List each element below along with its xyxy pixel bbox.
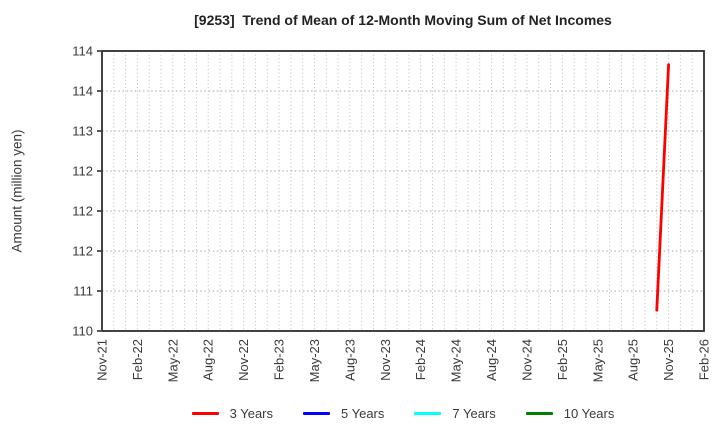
x-tick-label: May-24	[449, 339, 464, 382]
y-tick-label: 113	[72, 124, 93, 139]
x-tick-label: May-25	[590, 339, 605, 382]
x-tick-label: Feb-23	[272, 339, 287, 380]
legend-line-sample-icon	[191, 411, 219, 415]
x-tick-label: Feb-25	[555, 339, 570, 380]
y-tick-label: 112	[72, 244, 93, 259]
y-tick-label: 110	[72, 324, 93, 339]
chart-title: [9253] Trend of Mean of 12-Month Moving …	[194, 12, 612, 28]
x-tick-label: Nov-22	[236, 339, 251, 381]
plot-border	[101, 50, 705, 332]
x-tick-label: Feb-22	[130, 339, 145, 380]
y-tick-label: 111	[73, 284, 93, 299]
x-tick-label: Nov-24	[519, 339, 534, 381]
series-line-3-years	[655, 63, 670, 312]
legend-line-sample-icon	[525, 411, 553, 415]
x-tick-label: Aug-25	[626, 339, 641, 381]
legend-item-7-years: 7 Years	[414, 405, 496, 421]
legend-label: 3 Years	[229, 405, 273, 421]
x-tick-label: Aug-23	[342, 339, 357, 381]
legend-item-3-years: 3 Years	[191, 405, 273, 421]
x-tick-label: Nov-25	[661, 339, 676, 381]
y-tick-label: 112	[72, 164, 93, 179]
legend-item-5-years: 5 Years	[303, 406, 384, 421]
legend-line-sample-icon	[303, 411, 330, 415]
legend-label: 7 Years	[452, 405, 496, 421]
x-tick-label: Aug-24	[484, 339, 499, 381]
x-tick-label: Nov-23	[378, 339, 393, 381]
x-tick-label: Aug-22	[201, 339, 216, 381]
x-tick-label: May-23	[307, 339, 322, 382]
legend-label: 10 Years	[563, 405, 615, 421]
legend-label: 5 Years	[341, 405, 385, 421]
x-tick-label: May-22	[165, 339, 180, 382]
legend-item-10-years: 10 Years	[525, 405, 615, 421]
y-tick-label: 114	[72, 84, 93, 99]
legend-line-sample-icon	[414, 411, 442, 415]
x-tick-label: Feb-24	[413, 339, 428, 380]
y-tick-label: 112	[72, 204, 93, 219]
x-tick-label: Nov-21	[95, 339, 110, 381]
y-tick-label: 114	[72, 44, 93, 59]
legend: 3 Years 5 Years 7 Years 10 Years	[102, 402, 704, 424]
x-tick-label: Feb-26	[697, 339, 712, 380]
